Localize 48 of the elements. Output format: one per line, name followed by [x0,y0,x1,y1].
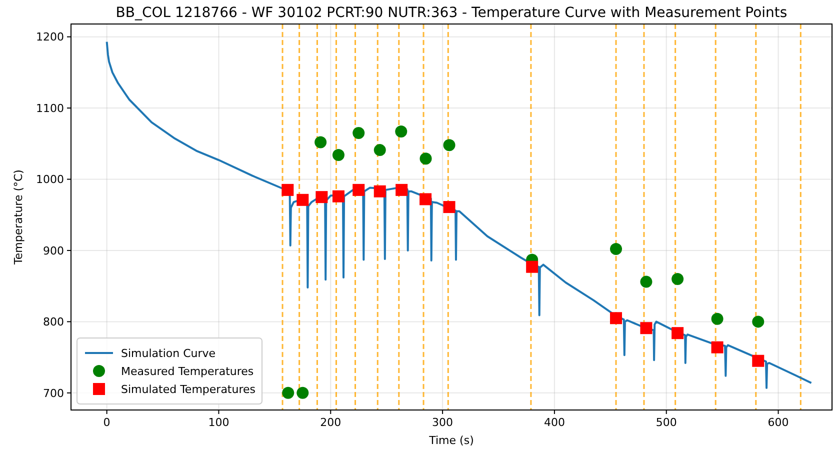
legend-label: Simulation Curve [121,346,216,360]
point [296,386,309,399]
point [374,185,386,198]
x-axis-title: Time (s) [428,434,474,447]
x-tick-label: 200 [320,416,342,429]
legend-label: Measured Temperatures [121,364,254,378]
y-tick-label: 1000 [36,173,64,186]
point [640,276,652,288]
legend-label: Simulated Temperatures [121,382,256,396]
point [526,260,538,273]
y-tick-label: 1100 [36,102,64,115]
point [610,312,622,324]
y-tick-label: 700 [43,386,64,400]
point [352,126,365,139]
y-tick-label: 1200 [36,30,64,44]
x-tick-label: 400 [544,416,565,429]
point [282,184,294,196]
point [374,144,386,156]
point [420,193,432,206]
point [352,184,365,196]
x-tick-label: 500 [656,416,677,429]
point [314,136,327,148]
point [752,354,764,367]
point [282,386,294,399]
point [610,243,622,256]
point [420,152,432,165]
y-tick-label: 800 [43,316,64,329]
point [443,139,456,152]
point [752,316,764,328]
point [296,194,309,206]
point [316,191,328,204]
chart-title: BB_COL 1218766 - WF 30102 PCRT:90 NUTR:363 - Temperature Curve with Measurement Points [116,5,788,21]
point [443,201,456,214]
point [396,184,408,196]
x-tick-label: 300 [432,416,454,429]
point [332,190,344,202]
y-tick-label: 900 [43,244,64,258]
point [711,341,724,354]
y-axis-title: Temperature (°C) [12,170,25,266]
x-tick-label: 600 [768,416,789,429]
point [640,322,652,334]
x-tick-label: 0 [103,416,110,429]
point [711,312,724,325]
point [672,327,684,340]
point [395,126,408,138]
point [672,272,684,285]
point [332,149,344,162]
x-tick-label: 100 [208,416,230,429]
